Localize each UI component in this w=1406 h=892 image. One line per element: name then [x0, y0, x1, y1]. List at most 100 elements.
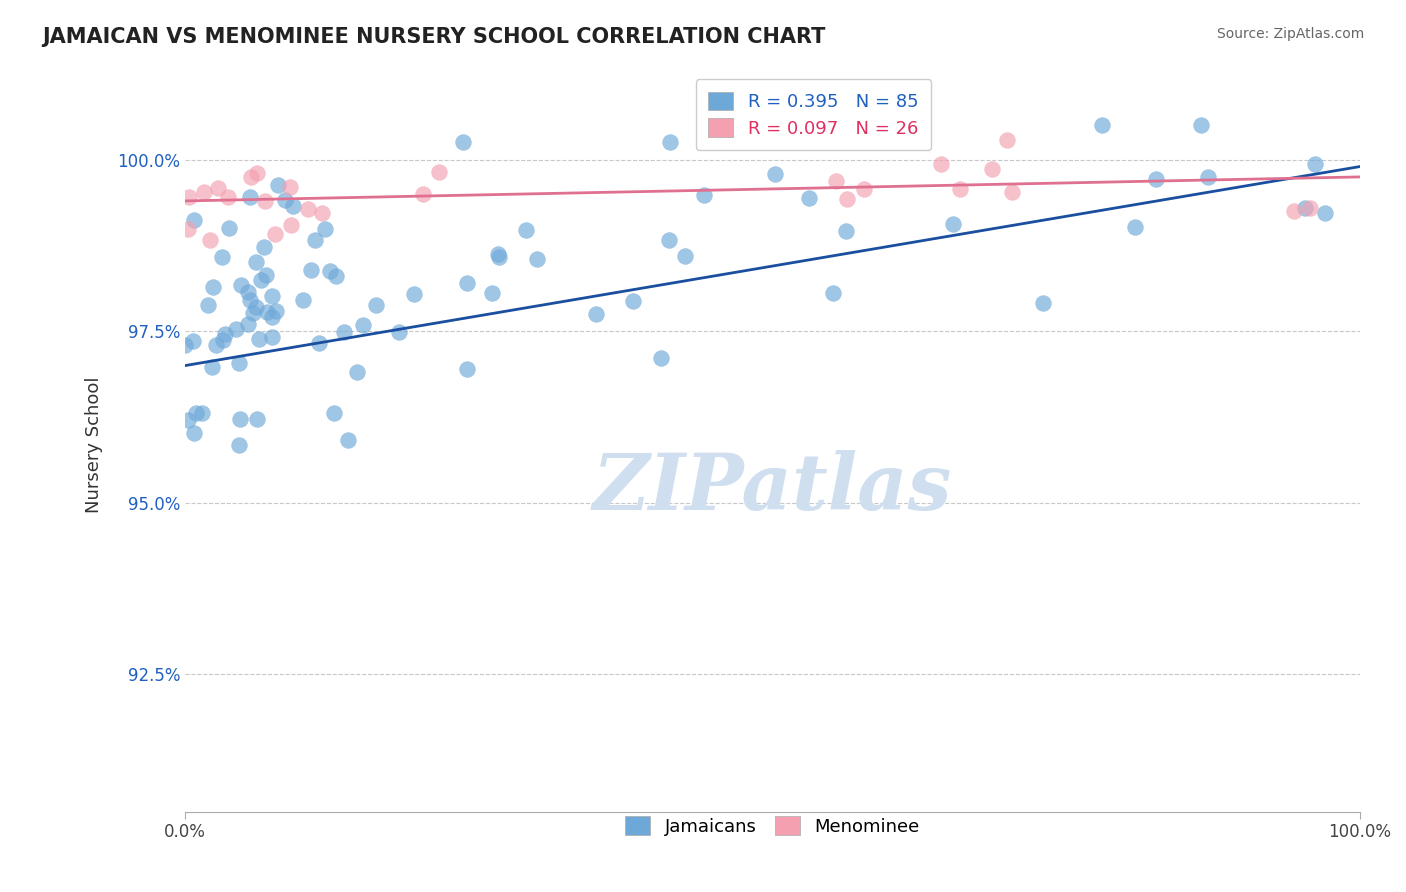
Point — [515, 222, 537, 236]
Point — [325, 268, 347, 283]
Point — [186, 405, 208, 419]
Point — [246, 412, 269, 426]
Legend: Jamaicans, Menominee: Jamaicans, Menominee — [617, 809, 927, 843]
Point — [1091, 119, 1114, 133]
Point — [239, 293, 262, 308]
Point — [835, 192, 858, 206]
Point — [292, 293, 315, 308]
Text: JAMAICAN VS MENOMINEE NURSERY SCHOOL CORRELATION CHART: JAMAICAN VS MENOMINEE NURSERY SCHOOL COR… — [42, 27, 825, 46]
Text: ZIPatlas: ZIPatlas — [592, 450, 952, 527]
Point — [1313, 206, 1336, 220]
Point — [236, 317, 259, 331]
Point — [352, 318, 374, 333]
Point — [211, 250, 233, 264]
Y-axis label: Nursery School: Nursery School — [86, 376, 103, 513]
Point — [278, 180, 301, 194]
Point — [1032, 296, 1054, 310]
Point — [246, 166, 269, 180]
Point — [304, 233, 326, 247]
Point — [299, 263, 322, 277]
Point — [323, 406, 346, 420]
Point — [176, 222, 198, 236]
Point — [693, 188, 716, 202]
Point — [995, 133, 1018, 147]
Point — [404, 287, 426, 301]
Point — [942, 217, 965, 231]
Point — [835, 224, 858, 238]
Point — [181, 334, 204, 348]
Point — [193, 185, 215, 199]
Point — [254, 268, 277, 283]
Point — [280, 218, 302, 232]
Point — [824, 174, 846, 188]
Point — [197, 298, 219, 312]
Point — [183, 213, 205, 227]
Point — [240, 169, 263, 184]
Point — [247, 332, 270, 346]
Point — [214, 327, 236, 342]
Point — [183, 425, 205, 440]
Point — [456, 362, 478, 376]
Point — [658, 233, 681, 247]
Point — [427, 165, 450, 179]
Point — [262, 310, 284, 325]
Point — [281, 199, 304, 213]
Point — [202, 280, 225, 294]
Point — [346, 365, 368, 379]
Point — [1001, 185, 1024, 199]
Point — [813, 126, 835, 140]
Point — [1197, 169, 1219, 184]
Point — [481, 285, 503, 300]
Point — [621, 294, 644, 309]
Point — [488, 251, 510, 265]
Point — [262, 329, 284, 343]
Point — [319, 264, 342, 278]
Point — [337, 434, 360, 448]
Point — [256, 305, 278, 319]
Point — [228, 356, 250, 370]
Point — [217, 190, 239, 204]
Point — [191, 406, 214, 420]
Point — [763, 167, 786, 181]
Point — [238, 190, 260, 204]
Point — [218, 221, 240, 235]
Point — [821, 285, 844, 300]
Point — [225, 321, 247, 335]
Point — [236, 285, 259, 299]
Point — [245, 255, 267, 269]
Point — [207, 181, 229, 195]
Point — [254, 194, 277, 208]
Point — [179, 190, 201, 204]
Point — [314, 222, 336, 236]
Point — [1299, 201, 1322, 215]
Point — [198, 233, 221, 247]
Point — [929, 157, 952, 171]
Point — [1144, 172, 1167, 186]
Point — [650, 351, 672, 365]
Point — [1284, 203, 1306, 218]
Point — [949, 182, 972, 196]
Point — [229, 411, 252, 425]
Point — [231, 278, 253, 293]
Point — [1189, 119, 1212, 133]
Point — [174, 338, 197, 352]
Point — [297, 202, 319, 216]
Point — [177, 412, 200, 426]
Point — [274, 194, 297, 208]
Point — [797, 191, 820, 205]
Point — [388, 325, 411, 339]
Point — [311, 206, 333, 220]
Point — [228, 437, 250, 451]
Point — [412, 187, 434, 202]
Point — [451, 135, 474, 149]
Point — [245, 300, 267, 314]
Point — [212, 333, 235, 347]
Text: Source: ZipAtlas.com: Source: ZipAtlas.com — [1216, 27, 1364, 41]
Point — [201, 360, 224, 375]
Point — [658, 135, 681, 149]
Point — [456, 276, 478, 290]
Point — [253, 239, 276, 253]
Point — [260, 289, 283, 303]
Point — [526, 252, 548, 266]
Point — [673, 249, 696, 263]
